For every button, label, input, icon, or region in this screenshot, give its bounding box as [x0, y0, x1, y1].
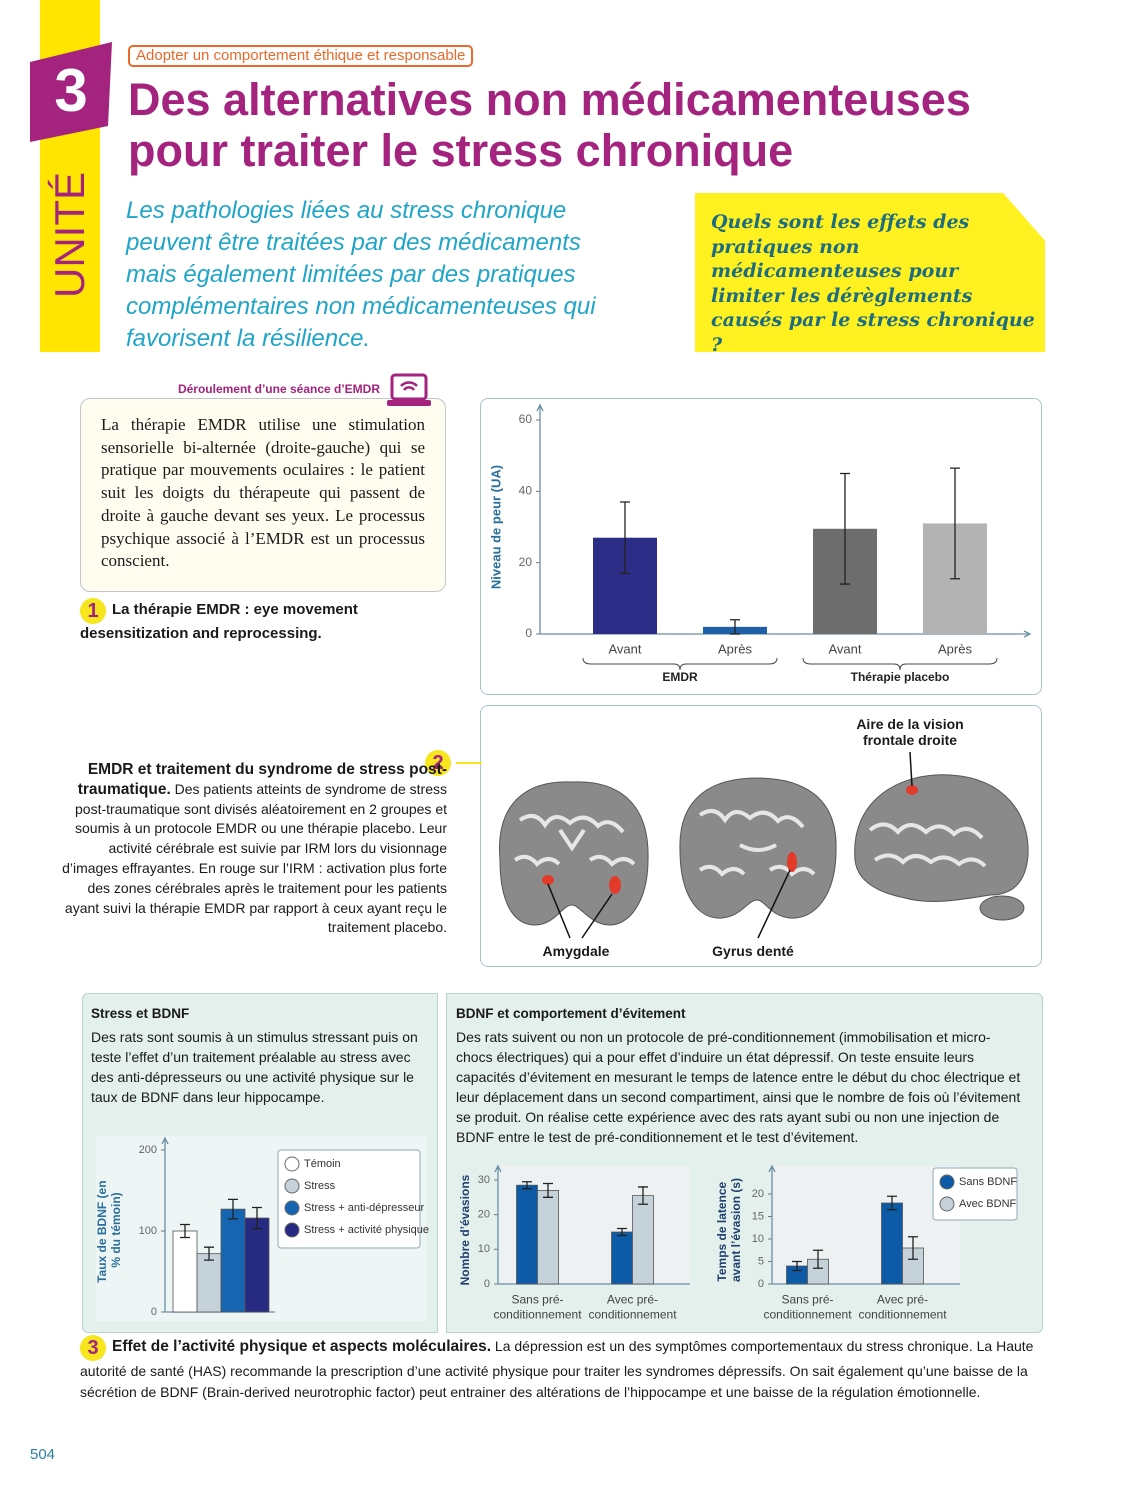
link-label[interactable]: Déroulement d’une séance d’EMDR	[177, 382, 380, 396]
caption-text: La dépression est un des symptômes compo…	[80, 1338, 1034, 1400]
chart1-box	[480, 398, 1042, 695]
unit-number: 3	[54, 57, 87, 124]
doc1-box	[80, 398, 446, 592]
caption-title: EMDR et traitement du syndrome de stress…	[77, 761, 447, 798]
question-box	[695, 193, 1045, 352]
doc1-caption: 1 La thérapie EMDR : eye movement desensi…	[80, 598, 440, 644]
page-number: 504	[30, 1446, 56, 1463]
box-title: Stress et BDNF	[91, 1006, 190, 1021]
intro: Les pathologies liées au stress chroniqu…	[126, 197, 596, 352]
box-text: Des rats sont soumis à un stimulus stres…	[91, 1029, 418, 1105]
badge-shape	[30, 42, 112, 142]
doc1-text: La thérapie EMDR utilise une stimulation…	[101, 415, 425, 571]
doc-number: 3	[80, 1335, 106, 1361]
chart2-panel	[96, 1136, 426, 1321]
laptop-icon[interactable]	[386, 373, 432, 409]
doc-number: 2	[425, 750, 451, 776]
brain-label: Aire de la vision frontale droite	[856, 716, 964, 748]
brain-label: Amygdale	[542, 943, 610, 959]
box-text: Des rats suivent ou non un protocole de …	[456, 1029, 1021, 1145]
doc2-box	[480, 705, 1042, 967]
doc2-number-wrap: 2	[425, 750, 457, 776]
doc-number: 1	[80, 598, 106, 624]
caption-text: La thérapie EMDR : eye movement desensit…	[80, 601, 358, 642]
question: Quels sont les effets des pratiques non …	[711, 211, 1035, 356]
tag: Adopter un comportement éthique et respo…	[128, 45, 474, 67]
caption-text: Des patients atteints de syndrome de str…	[62, 780, 447, 936]
icon-screen	[390, 373, 428, 401]
unit-label: UNITÉ	[46, 172, 93, 298]
icon-wifi	[400, 381, 418, 391]
connector	[456, 762, 482, 764]
unit-label-box: UNITÉ	[46, 172, 93, 298]
doc3-caption: 3 Effet de l’activité physique et aspects…	[80, 1335, 1040, 1402]
caption-title: Effet de l’activité physique et aspects …	[112, 1338, 492, 1355]
title: Des alternatives non médicamenteuses pou…	[128, 74, 971, 176]
box-title: BDNF et comportement d’évitement	[456, 1006, 686, 1021]
brain-label: Gyrus denté	[712, 943, 794, 959]
icon-base	[387, 400, 431, 406]
unit-badge: 3	[30, 42, 112, 142]
doc2-caption: EMDR et traitement du syndrome de stress…	[62, 760, 447, 938]
